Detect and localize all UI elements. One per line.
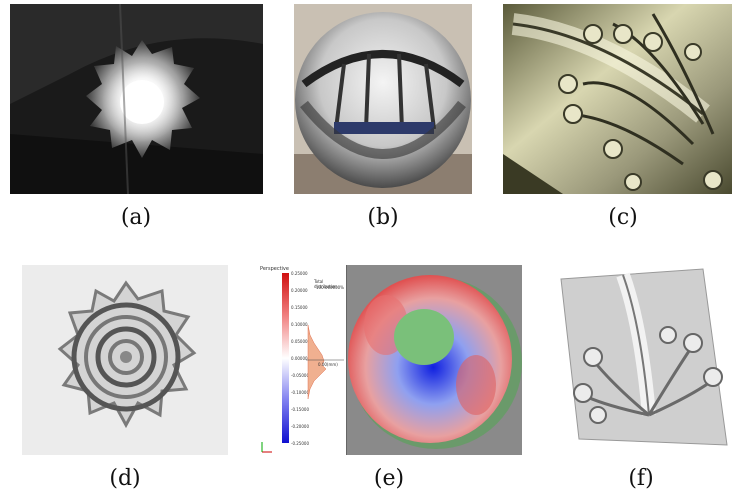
panel-b-image <box>294 4 472 194</box>
panel-a-label: (a) <box>120 205 152 230</box>
panel-e-label: (e) <box>373 466 405 491</box>
scale-tick-label: 0.10000 <box>291 322 308 327</box>
color-scale-bar <box>282 273 289 443</box>
scale-tick-label: -0.05000 <box>291 373 309 378</box>
scale-tick-label: 0.05000 <box>291 339 308 344</box>
panel-f-label: (f) <box>628 466 654 491</box>
deviation-histogram <box>306 324 344 400</box>
panel-a-image <box>10 4 263 194</box>
scale-tick-label: 0.00000 <box>291 356 308 361</box>
scale-tick-label: -0.25000 <box>291 441 309 446</box>
panel-f-image <box>553 265 729 455</box>
scale-tick-label: -0.15000 <box>291 407 309 412</box>
legend-title: Total distribution <box>314 279 337 289</box>
histogram-header: Perspective <box>260 266 289 272</box>
scale-tick-label: 0.20000 <box>291 288 308 293</box>
scale-tick-label: -0.20000 <box>291 424 309 429</box>
marker-value: 0.00(mm) <box>318 362 338 367</box>
panel-e-image: Perspective Total distribution 100.00000… <box>258 265 522 455</box>
deviation-sphere <box>348 275 522 449</box>
scale-tick-label: 0.15000 <box>291 305 308 310</box>
scale-tick-label: 0.25000 <box>291 271 308 276</box>
panel-d-label: (d) <box>109 466 141 491</box>
scale-ticks: 0.25000 0.20000 0.15000 0.10000 0.05000 0.000… <box>291 271 315 446</box>
scale-tick-label: -0.10000 <box>291 390 309 395</box>
axis-triad-icon <box>261 442 272 453</box>
panel-d-image <box>22 265 228 455</box>
panel-b-label: (b) <box>367 205 399 230</box>
legend-value: 100.000000% <box>316 285 344 290</box>
histogram-panel: Perspective Total distribution 100.00000… <box>258 265 347 455</box>
panel-c-label: (c) <box>608 205 638 230</box>
panel-c-image <box>503 4 732 194</box>
